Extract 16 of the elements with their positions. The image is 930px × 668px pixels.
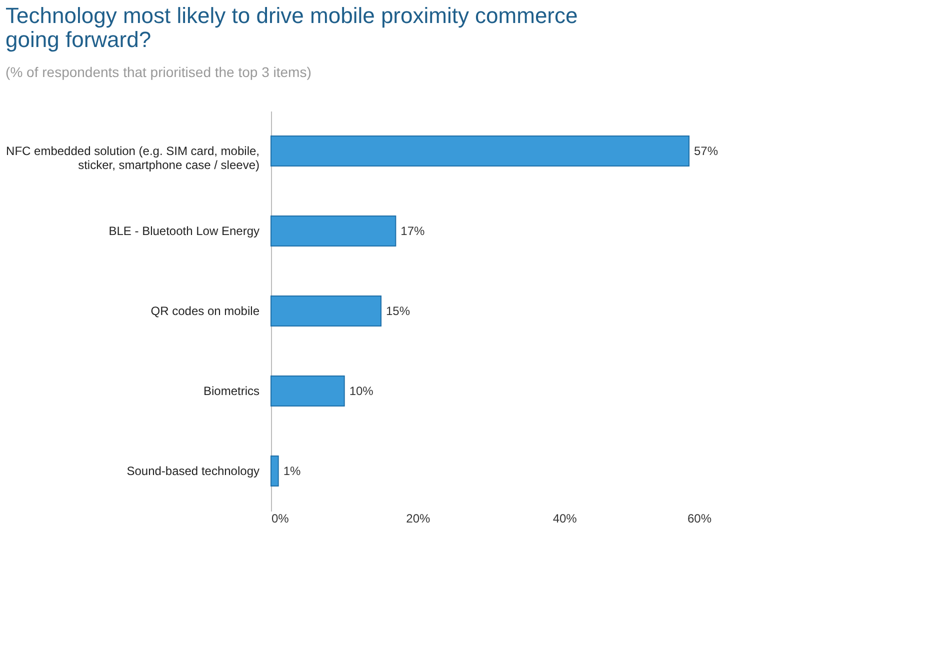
x-tick-label: 60% xyxy=(687,512,712,526)
chart-title: Technology most likely to drive mobile proximity commerce going forward? xyxy=(6,3,578,52)
y-tick-label: Biometrics xyxy=(203,384,260,398)
text: (% of respondents that prioritised the top 3 items) xyxy=(6,64,312,80)
data-label: 15% xyxy=(386,304,410,318)
data-label: 10% xyxy=(349,384,374,398)
y-tick-label: QR codes on mobile xyxy=(150,304,260,318)
x-tick-label: 40% xyxy=(552,512,578,526)
x-tick-label: 20% xyxy=(406,512,430,526)
y-tick-label: NFC embedded solution (e.g. SIM card, mobile, sticker, smartphone case / sleeve) xyxy=(6,144,260,172)
data-label: 57% xyxy=(694,144,718,158)
data-label: 17% xyxy=(400,224,426,238)
y-tick-label: Sound-based technology xyxy=(126,464,260,478)
x-tick-label: 0% xyxy=(272,512,290,526)
y-tick-label: BLE - Bluetooth Low Energy xyxy=(108,224,260,238)
data-label: 1% xyxy=(283,464,302,478)
